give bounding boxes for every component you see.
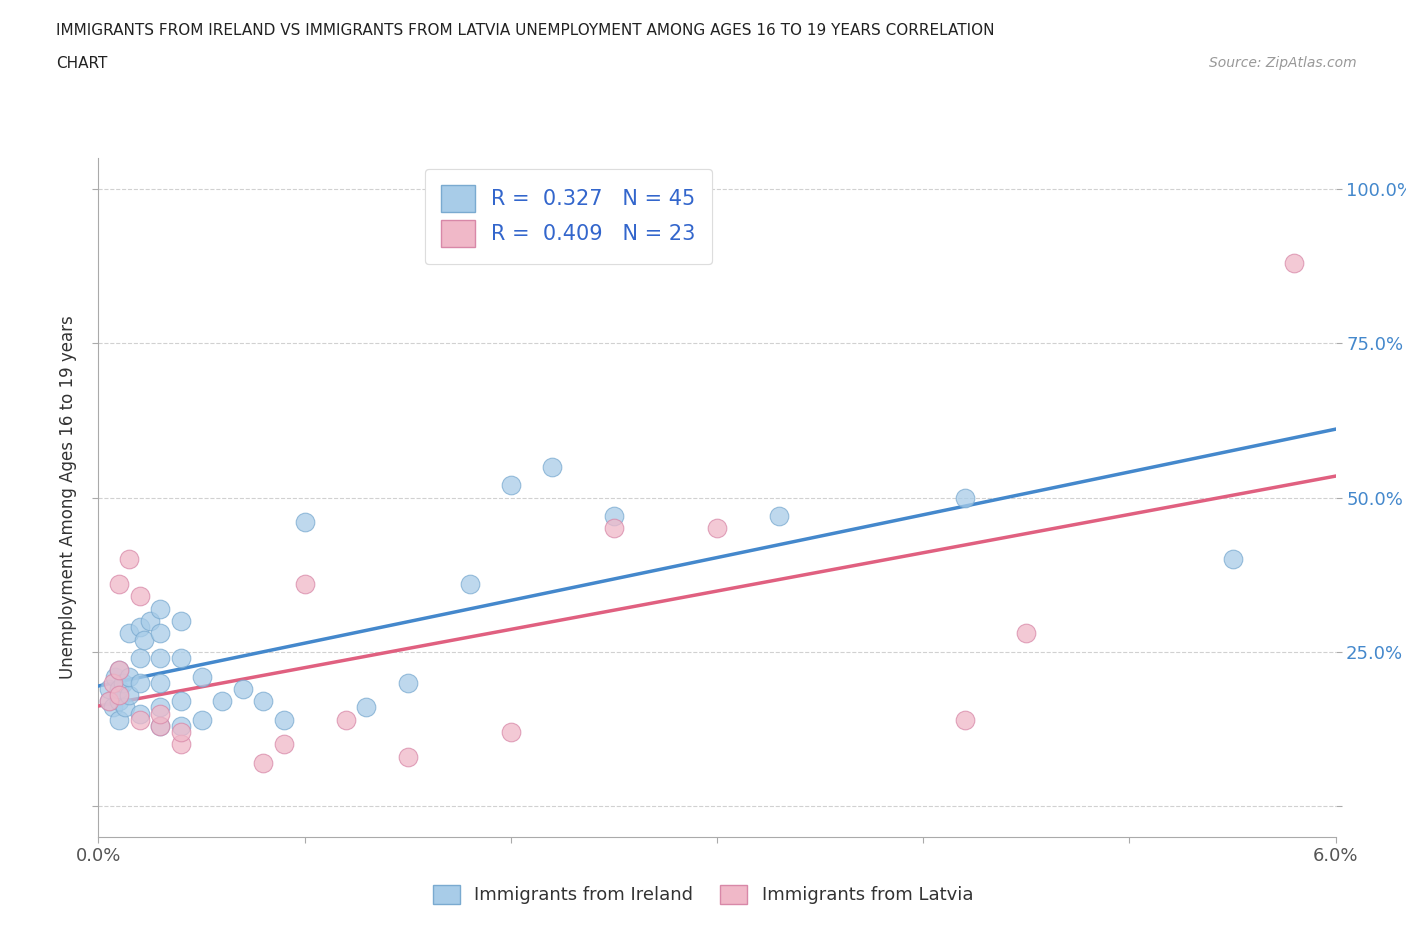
Point bbox=[1222, 551, 1244, 566]
Point bbox=[499, 478, 522, 493]
Point bbox=[118, 687, 141, 702]
Point bbox=[128, 712, 150, 727]
Point bbox=[97, 694, 120, 709]
Point bbox=[190, 712, 212, 727]
Legend: Immigrants from Ireland, Immigrants from Latvia: Immigrants from Ireland, Immigrants from… bbox=[426, 877, 980, 911]
Point bbox=[149, 719, 172, 734]
Text: IMMIGRANTS FROM IRELAND VS IMMIGRANTS FROM LATVIA UNEMPLOYMENT AMONG AGES 16 TO : IMMIGRANTS FROM IRELAND VS IMMIGRANTS FR… bbox=[56, 23, 994, 38]
Point bbox=[273, 737, 295, 751]
Point bbox=[149, 626, 172, 641]
Point bbox=[458, 577, 481, 591]
Point bbox=[128, 589, 150, 604]
Point bbox=[149, 651, 172, 666]
Point bbox=[108, 663, 131, 678]
Point bbox=[170, 651, 193, 666]
Point bbox=[108, 663, 131, 678]
Point bbox=[108, 694, 131, 709]
Point bbox=[97, 694, 120, 709]
Point bbox=[294, 577, 316, 591]
Point bbox=[335, 712, 357, 727]
Point bbox=[396, 675, 419, 690]
Point bbox=[149, 706, 172, 721]
Point bbox=[149, 719, 172, 734]
Point bbox=[170, 614, 193, 629]
Point bbox=[190, 669, 212, 684]
Point bbox=[108, 682, 131, 697]
Point bbox=[139, 614, 162, 629]
Point bbox=[108, 687, 131, 702]
Point bbox=[118, 669, 141, 684]
Point bbox=[128, 706, 150, 721]
Point bbox=[1015, 626, 1038, 641]
Point bbox=[128, 675, 150, 690]
Point bbox=[132, 632, 155, 647]
Point bbox=[541, 459, 564, 474]
Point bbox=[603, 521, 626, 536]
Point bbox=[118, 626, 141, 641]
Point bbox=[128, 651, 150, 666]
Point bbox=[252, 694, 274, 709]
Point bbox=[108, 712, 131, 727]
Point bbox=[149, 700, 172, 715]
Point bbox=[101, 675, 124, 690]
Point bbox=[170, 724, 193, 739]
Point bbox=[108, 577, 131, 591]
Point bbox=[101, 700, 124, 715]
Point bbox=[114, 700, 136, 715]
Point bbox=[112, 675, 135, 690]
Point bbox=[768, 509, 790, 524]
Point bbox=[1284, 256, 1306, 271]
Point bbox=[118, 551, 141, 566]
Point bbox=[294, 515, 316, 530]
Point bbox=[128, 619, 150, 634]
Point bbox=[706, 521, 728, 536]
Point bbox=[170, 694, 193, 709]
Point bbox=[211, 694, 233, 709]
Point bbox=[356, 700, 378, 715]
Point bbox=[499, 724, 522, 739]
Point bbox=[252, 755, 274, 770]
Point bbox=[149, 675, 172, 690]
Point bbox=[396, 750, 419, 764]
Legend: R =  0.327   N = 45, R =  0.409   N = 23: R = 0.327 N = 45, R = 0.409 N = 23 bbox=[425, 168, 713, 264]
Text: CHART: CHART bbox=[56, 56, 108, 71]
Point bbox=[273, 712, 295, 727]
Text: Source: ZipAtlas.com: Source: ZipAtlas.com bbox=[1209, 56, 1357, 70]
Point bbox=[97, 682, 120, 697]
Point bbox=[170, 719, 193, 734]
Point bbox=[232, 682, 254, 697]
Point bbox=[953, 490, 976, 505]
Point bbox=[104, 669, 127, 684]
Point bbox=[953, 712, 976, 727]
Point bbox=[603, 509, 626, 524]
Point bbox=[170, 737, 193, 751]
Y-axis label: Unemployment Among Ages 16 to 19 years: Unemployment Among Ages 16 to 19 years bbox=[59, 315, 77, 680]
Point bbox=[149, 601, 172, 616]
